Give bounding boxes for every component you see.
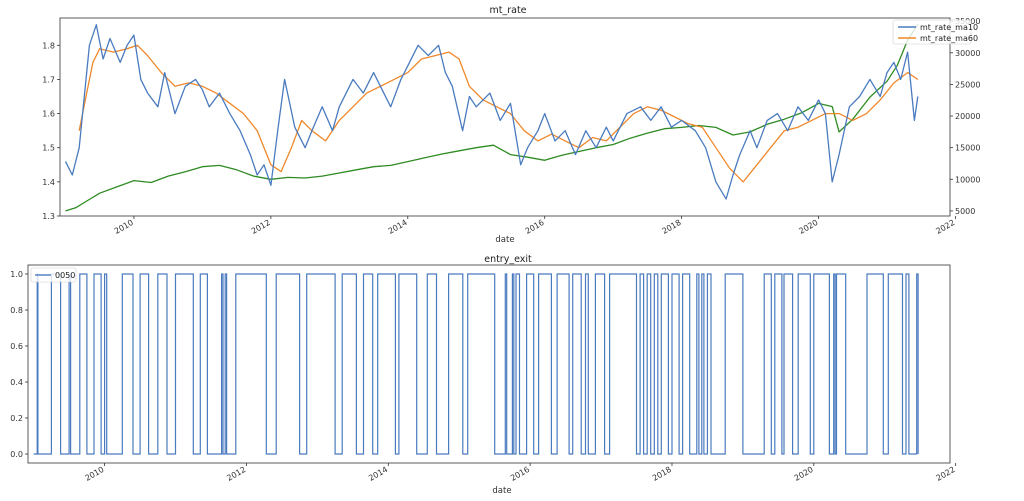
chart-title-entry-exit: entry_exit bbox=[484, 254, 532, 265]
plot-frame-top bbox=[59, 17, 951, 217]
chart-title-mt-rate: mt_rate bbox=[489, 5, 526, 16]
y-tick-label: 1.5 bbox=[42, 144, 55, 153]
y2-tick-label: 30000 bbox=[955, 49, 980, 58]
legend-top: mt_rate_ma10 mt_rate_ma60 bbox=[892, 19, 978, 45]
x-axis-label-bottom: date bbox=[492, 486, 511, 496]
x-tick-label: 2014 bbox=[367, 465, 389, 483]
y-tick-label: 0.4 bbox=[10, 378, 23, 387]
y-tick-label: 1.7 bbox=[42, 75, 55, 84]
x-tick-label: 2020 bbox=[797, 218, 819, 236]
y-tick-label: 1.3 bbox=[42, 212, 55, 221]
x-tick-label: 2020 bbox=[793, 465, 815, 483]
y2-tick-label: 25000 bbox=[955, 80, 980, 89]
legend-label-ma10: mt_rate_ma10 bbox=[920, 23, 978, 32]
x-tick-label: 2012 bbox=[225, 465, 247, 483]
plot-frame-bottom bbox=[27, 264, 951, 464]
x-tick-label: 2016 bbox=[524, 218, 546, 236]
x-tick-label: 2012 bbox=[250, 218, 272, 236]
series-line-mt-rate-ma10 bbox=[64, 24, 919, 200]
y-tick-label: 0.0 bbox=[10, 450, 23, 459]
y-tick-label: 1.8 bbox=[42, 41, 55, 50]
entry-exit-subplot: entry_exit 0.0 0.2 0.4 0.6 0.8 1.0 2010 2012 20… bbox=[10, 254, 956, 496]
mt-rate-subplot: mt_rate 1.3 1.4 1.5 1.6 1.7 1.8 5000 10000 1500… bbox=[42, 5, 980, 245]
x-tick-label: 2022 bbox=[934, 218, 956, 236]
x-tick-label: 2018 bbox=[660, 218, 682, 236]
x-tick-label: 2016 bbox=[509, 465, 531, 483]
legend-box-bottom bbox=[30, 267, 77, 283]
legend-label-0050: 0050 bbox=[55, 271, 75, 280]
series-line-0050 bbox=[33, 273, 919, 455]
x-tick-label: 2022 bbox=[935, 465, 957, 483]
series-line-index bbox=[65, 23, 919, 212]
x-tick-label: 2010 bbox=[113, 218, 135, 236]
y2-tick-label: 20000 bbox=[955, 112, 980, 121]
x-tick-label: 2018 bbox=[651, 465, 673, 483]
x-tick-label: 2014 bbox=[387, 218, 409, 236]
legend-bottom: 0050 bbox=[30, 267, 77, 283]
y-tick-label: 1.6 bbox=[42, 110, 55, 119]
x-axis-label-top: date bbox=[495, 235, 514, 245]
y-tick-label: 0.8 bbox=[10, 306, 23, 315]
series-line-mt-rate-ma60 bbox=[78, 44, 919, 183]
y-tick-label: 0.6 bbox=[10, 342, 23, 351]
y2-tick-label: 10000 bbox=[955, 175, 980, 184]
y-tick-label: 1.4 bbox=[42, 178, 55, 187]
y2-tick-label: 5000 bbox=[955, 207, 975, 216]
y-tick-label: 1.0 bbox=[10, 270, 23, 279]
y2-tick-label: 15000 bbox=[955, 144, 980, 153]
y-tick-label: 0.2 bbox=[10, 414, 23, 423]
x-tick-label: 2010 bbox=[83, 465, 105, 483]
legend-label-ma60: mt_rate_ma60 bbox=[920, 34, 978, 43]
